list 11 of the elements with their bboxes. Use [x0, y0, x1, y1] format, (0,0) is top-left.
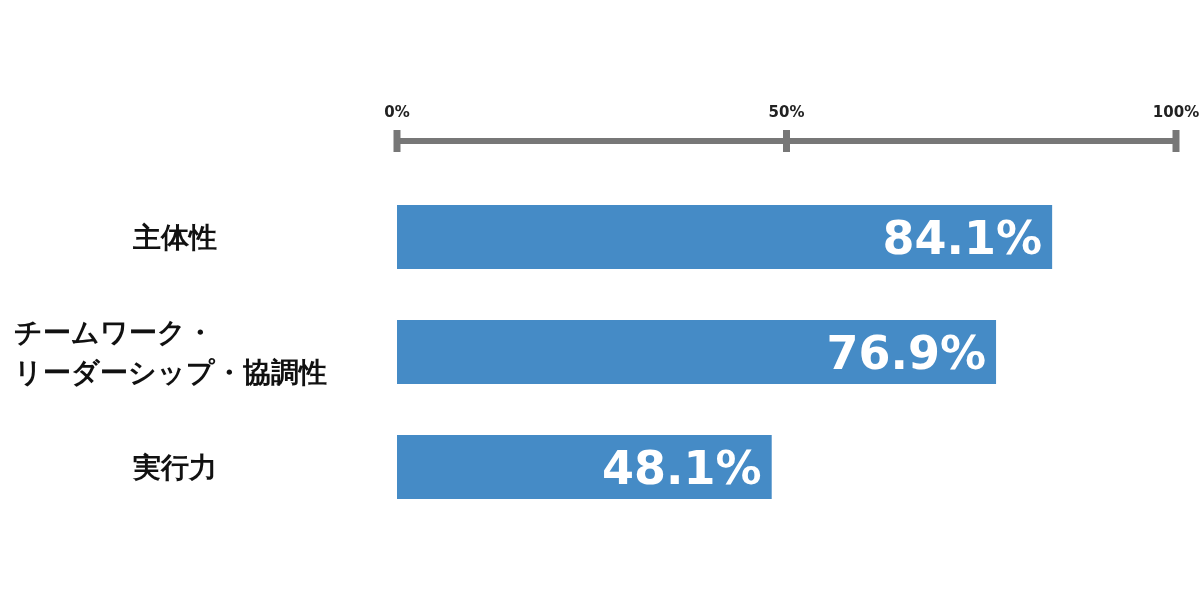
bar: [397, 320, 997, 384]
y-tick-label: 主体性: [132, 221, 217, 254]
x-tick-label: 0%: [384, 103, 410, 121]
x-tick-label: 50%: [768, 103, 805, 121]
y-tick-label: チームワーク・リーダーシップ・協調性: [14, 316, 327, 389]
data-label: 76.9%: [826, 326, 987, 380]
x-tick-label: 100%: [1152, 103, 1200, 121]
bar: [397, 205, 1053, 269]
data-label: 48.1%: [602, 441, 762, 495]
data-label: 84.1%: [882, 211, 1043, 265]
y-tick-label: 実行力: [132, 451, 217, 484]
